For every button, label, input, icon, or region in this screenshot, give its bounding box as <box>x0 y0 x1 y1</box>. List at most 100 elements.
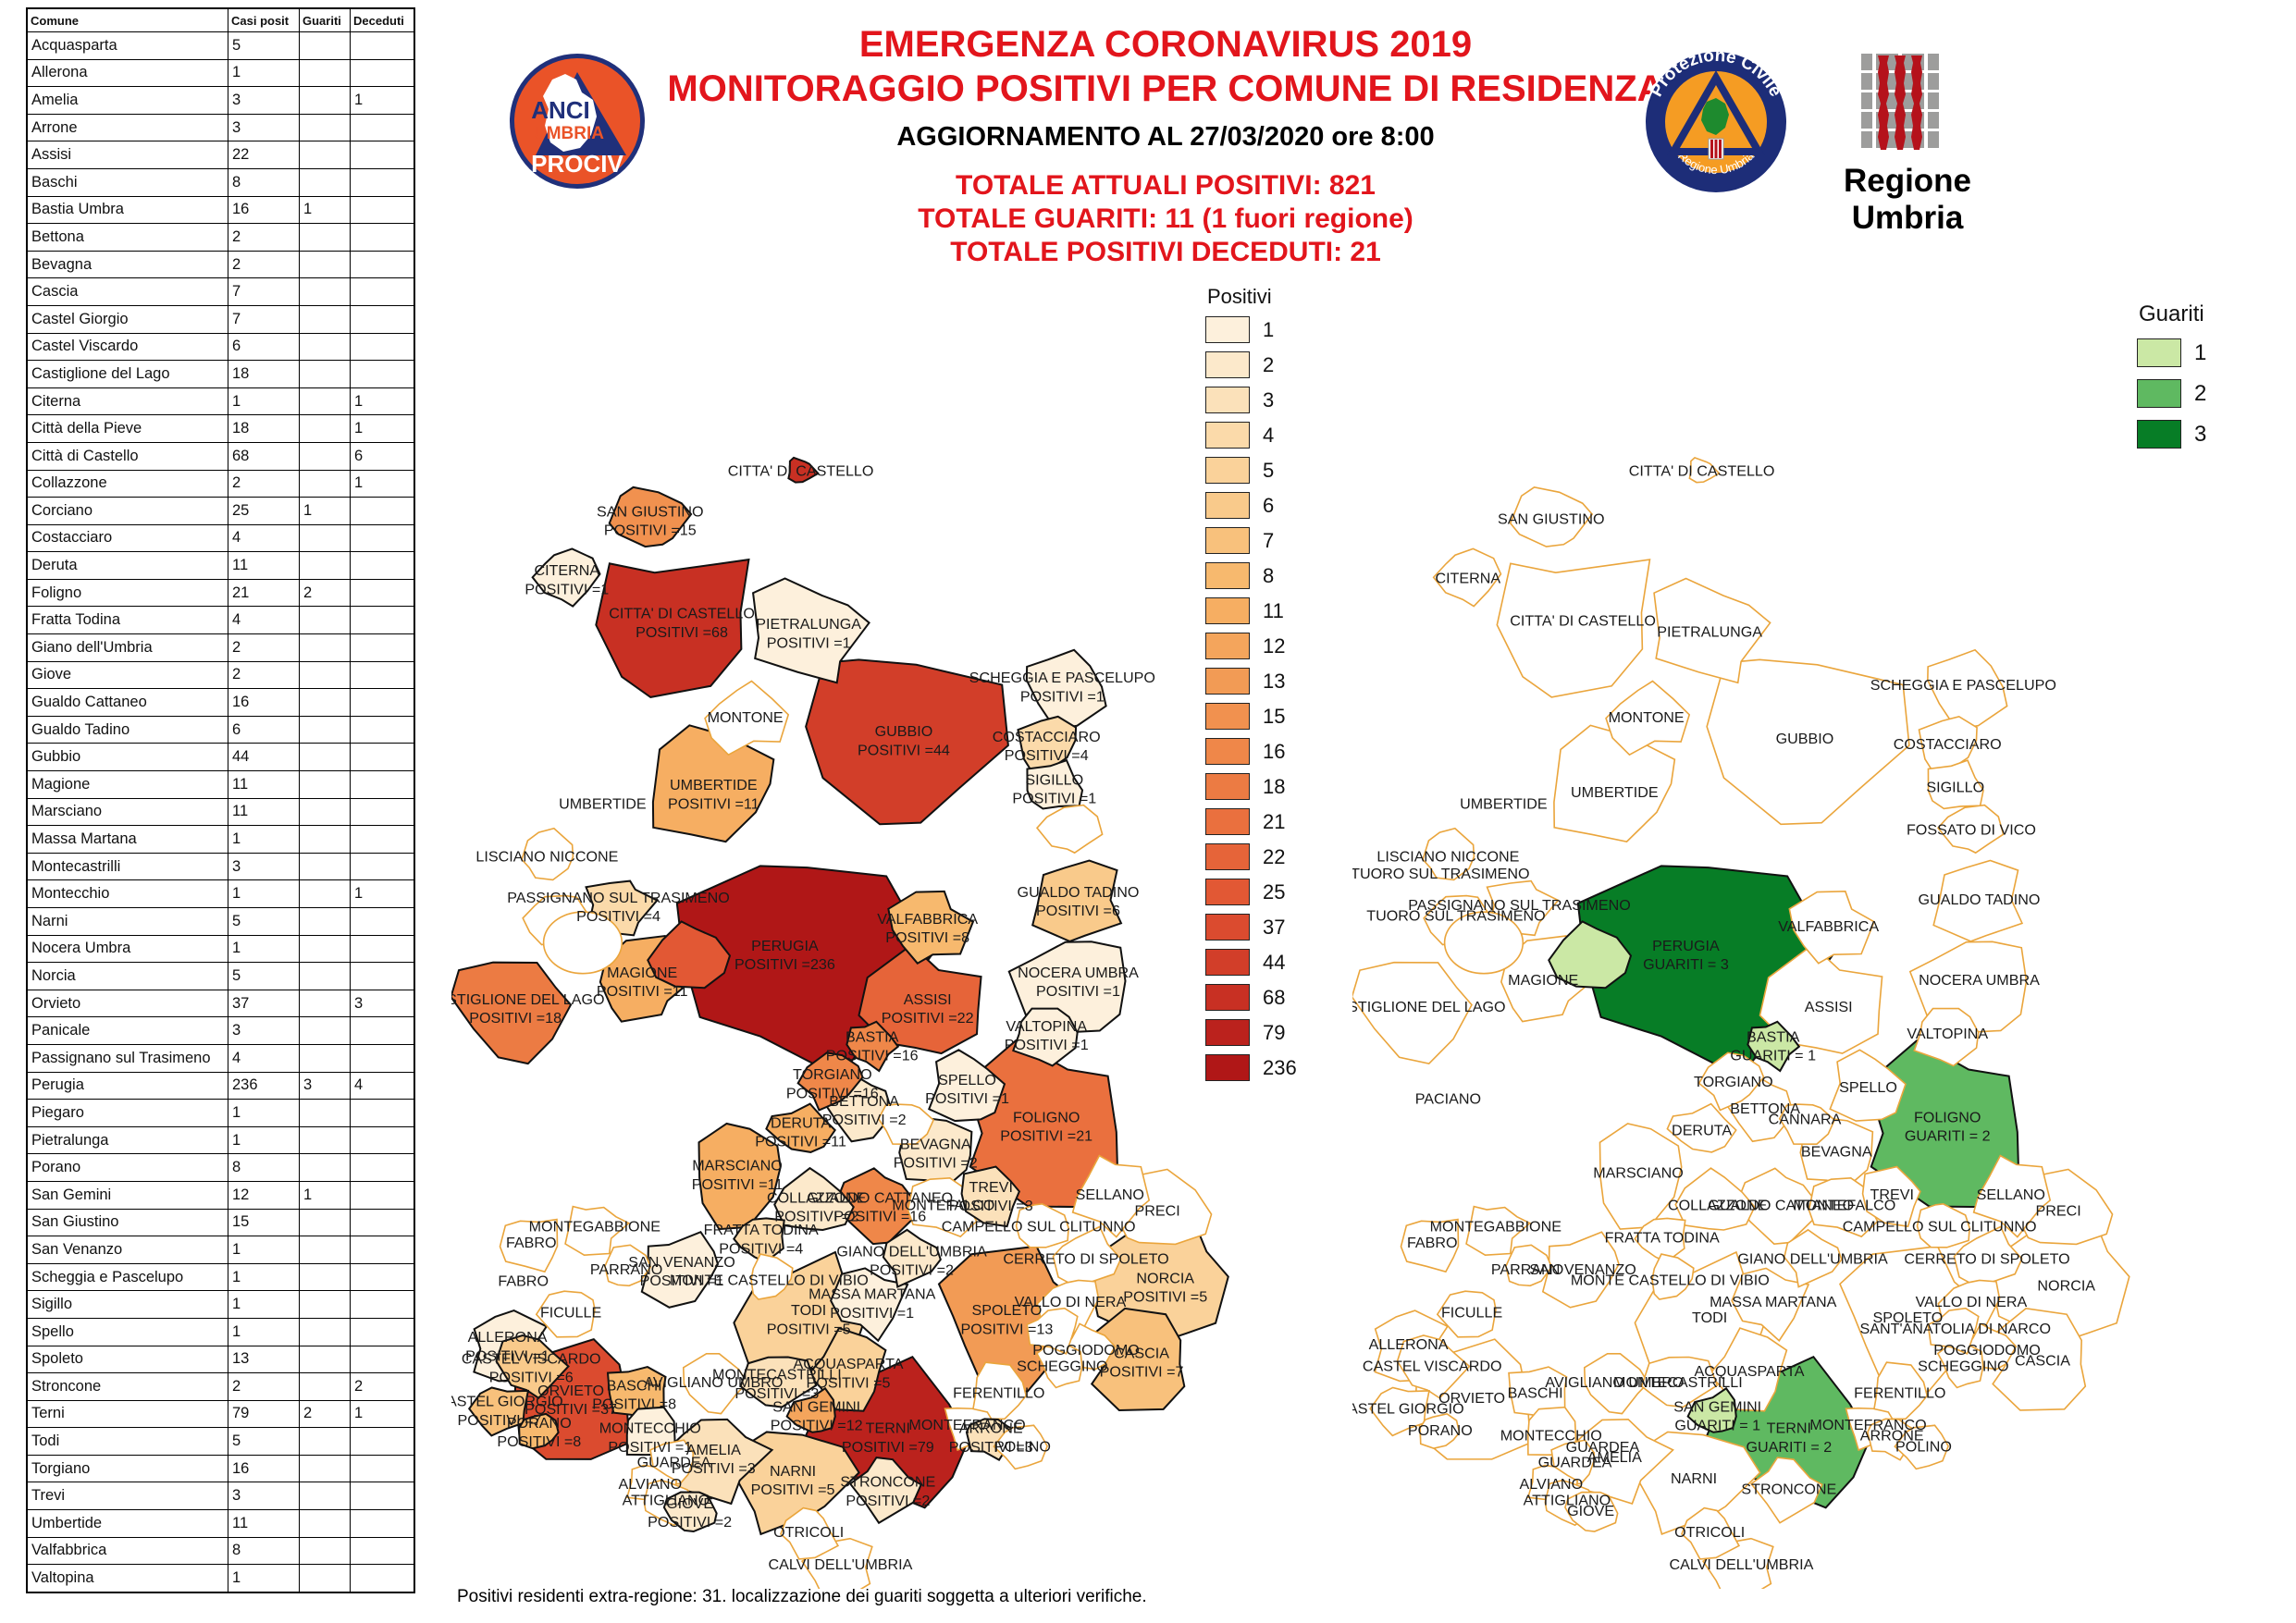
map-label: NORCIA <box>1136 1270 1194 1286</box>
map-region <box>1936 1341 1984 1389</box>
map-label: GUALDO CATTANEO <box>1708 1197 1854 1213</box>
map-region <box>531 547 601 608</box>
map-value-label: POSITIVI =5 <box>751 1482 835 1498</box>
map-label: CAMPELLO SUL CLITUNNO <box>942 1219 1136 1236</box>
table-cell: Nocera Umbra <box>26 934 228 964</box>
map-value-label: POSITIVI =1 <box>465 1347 549 1364</box>
table-cell: Todi <box>26 1427 228 1456</box>
map-value-label: POSITIVI =21 <box>1000 1128 1092 1145</box>
map-label: CASTEL GIORGIO <box>1352 1401 1464 1418</box>
table-cell <box>350 31 415 60</box>
table-cell <box>299 1043 351 1073</box>
protezione-civile-logo: Protezione Civile Regione Umbria <box>1642 46 1790 201</box>
table-row: Montecchio 1 1 <box>26 879 415 908</box>
table-cell <box>350 523 415 553</box>
map-value-label: POSITIVI =16 <box>833 1209 926 1225</box>
table-cell <box>299 1153 351 1182</box>
map-region <box>1731 1267 1810 1342</box>
map-label: SELLANO <box>1076 1187 1144 1203</box>
table-cell <box>299 113 351 142</box>
map-label: GIOVE <box>666 1495 713 1512</box>
table-cell: 5 <box>228 907 300 936</box>
table-cell <box>350 1180 415 1210</box>
table-row: Gualdo Tadino 6 <box>26 715 415 744</box>
table-cell <box>299 1290 351 1319</box>
map-value-label: POSITIVI =5 <box>1123 1289 1207 1306</box>
table-cell: 79 <box>228 1399 300 1429</box>
legend-label: 16 <box>1263 739 1286 763</box>
map-region <box>1927 648 2008 731</box>
table-cell: Gubbio <box>26 743 228 772</box>
map-region <box>518 1412 560 1450</box>
table-cell <box>350 962 415 990</box>
map-region <box>697 1122 782 1231</box>
map-region <box>1583 1353 1649 1415</box>
map-region <box>928 1049 1006 1123</box>
map-label: LISCIANO NICCONE <box>1376 849 1519 866</box>
map-region <box>1026 758 1084 810</box>
table-cell <box>299 962 351 990</box>
legend-swatch <box>2137 420 2181 449</box>
map-region <box>1992 1308 2087 1411</box>
map-label: MONTEFALCO <box>1793 1197 1895 1213</box>
map-region <box>450 961 573 1065</box>
table-row: Narni 5 <box>26 907 415 936</box>
table-row: Sigillo 1 <box>26 1290 415 1319</box>
map-label: BETTONA <box>1730 1100 1800 1117</box>
table-cell: Trevi <box>26 1482 228 1511</box>
map-label: ARRONE <box>1860 1428 1924 1445</box>
map-label: ASSISI <box>904 991 952 1008</box>
map-region <box>1706 658 1910 826</box>
table-row: Costacciaro 4 <box>26 523 415 553</box>
table-cell: 4 <box>228 1043 300 1073</box>
map-value-label: POSITIVI =11 <box>668 795 759 812</box>
table-cell <box>350 1427 415 1456</box>
table-cell: 1 <box>228 1236 300 1264</box>
legend-positivi: Positivi 1 2 3 4 5 6 7 8 11 12 13 15 16 18 21 22 25 37 44 6… <box>1205 285 1297 1089</box>
map-label: MONTEFRANCO <box>1809 1417 1926 1433</box>
map-label: ATTIGLIANO <box>623 1492 710 1508</box>
table-cell: Città della Pieve <box>26 414 228 443</box>
map-label: FOLIGNO <box>1914 1109 1981 1125</box>
legend-entry: 11 <box>1205 597 1297 624</box>
legend-label: 25 <box>1263 879 1286 904</box>
table-cell: 2 <box>228 223 300 252</box>
map-label: CITTA' DI CASTELLO <box>1510 613 1656 630</box>
legend-swatch <box>2137 379 2181 408</box>
map-label: SPOLETO <box>971 1302 1042 1319</box>
legend-swatch <box>1205 879 1250 905</box>
map-region <box>846 1020 900 1073</box>
table-cell <box>299 31 351 60</box>
map-label: ARRONE <box>959 1420 1023 1437</box>
table-cell <box>299 277 351 306</box>
map-value-label: POSITIVI =2 <box>774 1209 858 1225</box>
table-cell: 1 <box>228 1262 300 1292</box>
table-cell <box>350 1125 415 1155</box>
lake-trasimeno <box>1443 911 1524 975</box>
table-cell: San Venanzo <box>26 1236 228 1264</box>
table-cell: 68 <box>228 441 300 471</box>
table-cell: 16 <box>228 688 300 717</box>
map-label: CERRETO DI SPOLETO <box>1904 1250 2069 1267</box>
map-label: GUBBIO <box>875 723 933 740</box>
table-cell: Marsciano <box>26 797 228 827</box>
map-region <box>993 1424 1049 1470</box>
table-cell: Corciano <box>26 497 228 525</box>
table-cell: Baschi <box>26 167 228 197</box>
table-cell: San Giustino <box>26 1208 228 1237</box>
table-row: Gualdo Cattaneo 16 <box>26 688 415 717</box>
map-region <box>1090 1307 1186 1411</box>
map-label: CALVI DELL'UMBRIA <box>1669 1556 1813 1573</box>
table-cell <box>350 1043 415 1073</box>
map-label: ALLERONA <box>468 1329 548 1346</box>
map-label: CERRETO DI SPOLETO <box>1003 1250 1168 1267</box>
table-cell: 1 <box>228 825 300 854</box>
table-cell: Torgiano <box>26 1454 228 1483</box>
table-cell <box>299 441 351 471</box>
table-cell <box>350 797 415 827</box>
table-cell <box>299 743 351 772</box>
table-cell <box>299 469 351 498</box>
legend-label: 37 <box>1263 915 1286 939</box>
map-label: TERNI <box>1767 1420 1811 1437</box>
map-label: PERUGIA <box>751 938 819 954</box>
